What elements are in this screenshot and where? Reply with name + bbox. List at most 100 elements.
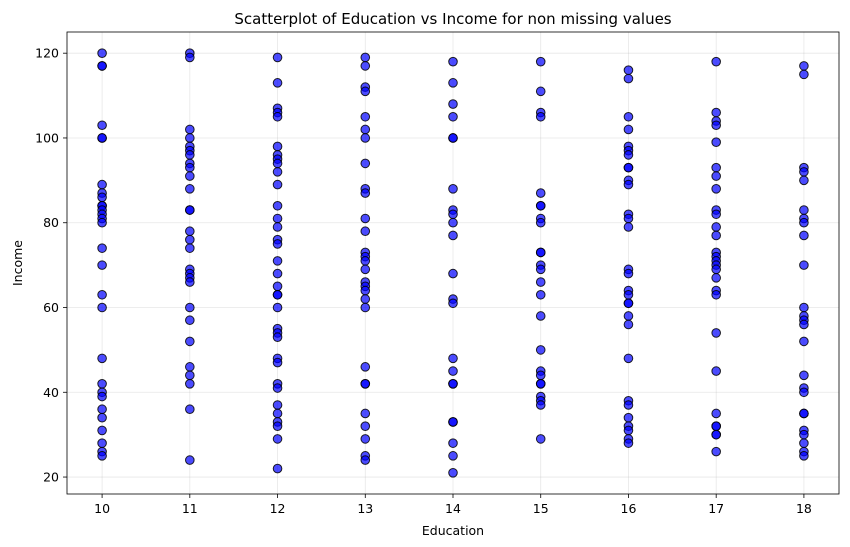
y-tick-label: 80 bbox=[43, 215, 59, 230]
data-point bbox=[272, 167, 283, 177]
data-point bbox=[185, 277, 195, 287]
data-point bbox=[623, 412, 634, 423]
data-point bbox=[97, 302, 107, 313]
data-point bbox=[623, 438, 634, 448]
data-point bbox=[185, 171, 195, 181]
data-point bbox=[272, 200, 283, 211]
data-point bbox=[535, 200, 546, 211]
data-point bbox=[97, 404, 107, 415]
data-point bbox=[97, 451, 107, 461]
data-point bbox=[623, 111, 634, 122]
data-point bbox=[272, 239, 283, 249]
x-tick-label: 18 bbox=[796, 501, 812, 516]
data-point bbox=[799, 260, 809, 270]
data-point bbox=[185, 52, 195, 63]
data-point bbox=[623, 353, 634, 364]
x-tick-label: 10 bbox=[94, 501, 110, 516]
data-point bbox=[535, 188, 546, 198]
data-point bbox=[623, 268, 634, 279]
x-axis-ticks: 10 11 12 13 14 15 16 17 18 bbox=[94, 494, 812, 516]
data-point bbox=[711, 429, 721, 440]
x-tick-label: 11 bbox=[182, 501, 198, 516]
data-point bbox=[448, 298, 458, 309]
data-point bbox=[535, 86, 546, 97]
data-point bbox=[623, 311, 634, 321]
data-point bbox=[97, 61, 107, 71]
data-point bbox=[623, 319, 634, 330]
data-point bbox=[185, 205, 195, 215]
data-point bbox=[97, 412, 107, 423]
data-point bbox=[360, 408, 371, 419]
data-point bbox=[360, 226, 371, 237]
data-points bbox=[97, 48, 809, 478]
data-point bbox=[185, 378, 195, 389]
x-tick-label: 14 bbox=[445, 501, 461, 516]
data-point bbox=[711, 421, 721, 431]
data-point bbox=[799, 319, 809, 330]
data-point bbox=[535, 277, 546, 287]
data-point bbox=[97, 438, 107, 448]
data-point bbox=[448, 111, 458, 122]
data-point bbox=[535, 264, 546, 275]
data-point bbox=[185, 234, 195, 245]
data-point bbox=[535, 289, 546, 300]
x-tick-label: 16 bbox=[621, 501, 637, 516]
data-point bbox=[799, 230, 809, 241]
data-point bbox=[623, 289, 634, 300]
data-point bbox=[272, 421, 283, 431]
data-point bbox=[97, 260, 107, 270]
data-point bbox=[623, 213, 634, 224]
data-point bbox=[97, 120, 107, 131]
data-point bbox=[97, 425, 107, 436]
data-point bbox=[711, 222, 721, 232]
y-tick-label: 40 bbox=[43, 385, 59, 400]
data-point bbox=[448, 184, 458, 194]
data-point bbox=[272, 52, 283, 63]
x-tick-label: 12 bbox=[270, 501, 286, 516]
data-point bbox=[711, 56, 721, 67]
data-point bbox=[799, 370, 809, 381]
data-point bbox=[799, 167, 809, 177]
data-point bbox=[448, 451, 458, 461]
data-point bbox=[535, 56, 546, 67]
data-point bbox=[535, 217, 546, 228]
data-point bbox=[535, 247, 546, 258]
data-point bbox=[448, 378, 458, 389]
data-point bbox=[185, 124, 195, 135]
data-point bbox=[448, 78, 458, 88]
data-point bbox=[360, 455, 371, 465]
data-point bbox=[711, 408, 721, 419]
data-point bbox=[272, 179, 283, 190]
data-point bbox=[360, 302, 371, 313]
data-point bbox=[448, 468, 458, 478]
data-point bbox=[448, 353, 458, 364]
data-point bbox=[535, 111, 546, 122]
data-point bbox=[272, 289, 283, 300]
data-point bbox=[97, 217, 107, 228]
data-point bbox=[711, 230, 721, 241]
data-point bbox=[272, 222, 283, 232]
data-point bbox=[272, 141, 283, 152]
data-point bbox=[623, 298, 634, 309]
data-point bbox=[185, 404, 195, 415]
data-point bbox=[272, 281, 283, 292]
data-point bbox=[360, 256, 371, 266]
data-point bbox=[97, 243, 107, 253]
data-point bbox=[360, 421, 371, 431]
y-tick-label: 20 bbox=[43, 470, 59, 485]
data-point bbox=[623, 65, 634, 75]
data-point bbox=[448, 217, 458, 228]
y-tick-label: 100 bbox=[35, 130, 59, 145]
data-point bbox=[360, 61, 371, 71]
data-point bbox=[185, 302, 195, 313]
data-point bbox=[272, 463, 283, 474]
data-point bbox=[623, 425, 634, 436]
data-point bbox=[272, 357, 283, 368]
data-point bbox=[360, 213, 371, 224]
data-point bbox=[711, 366, 721, 376]
data-point bbox=[623, 400, 634, 410]
data-point bbox=[623, 179, 634, 190]
data-point bbox=[799, 429, 809, 440]
data-point bbox=[448, 56, 458, 67]
